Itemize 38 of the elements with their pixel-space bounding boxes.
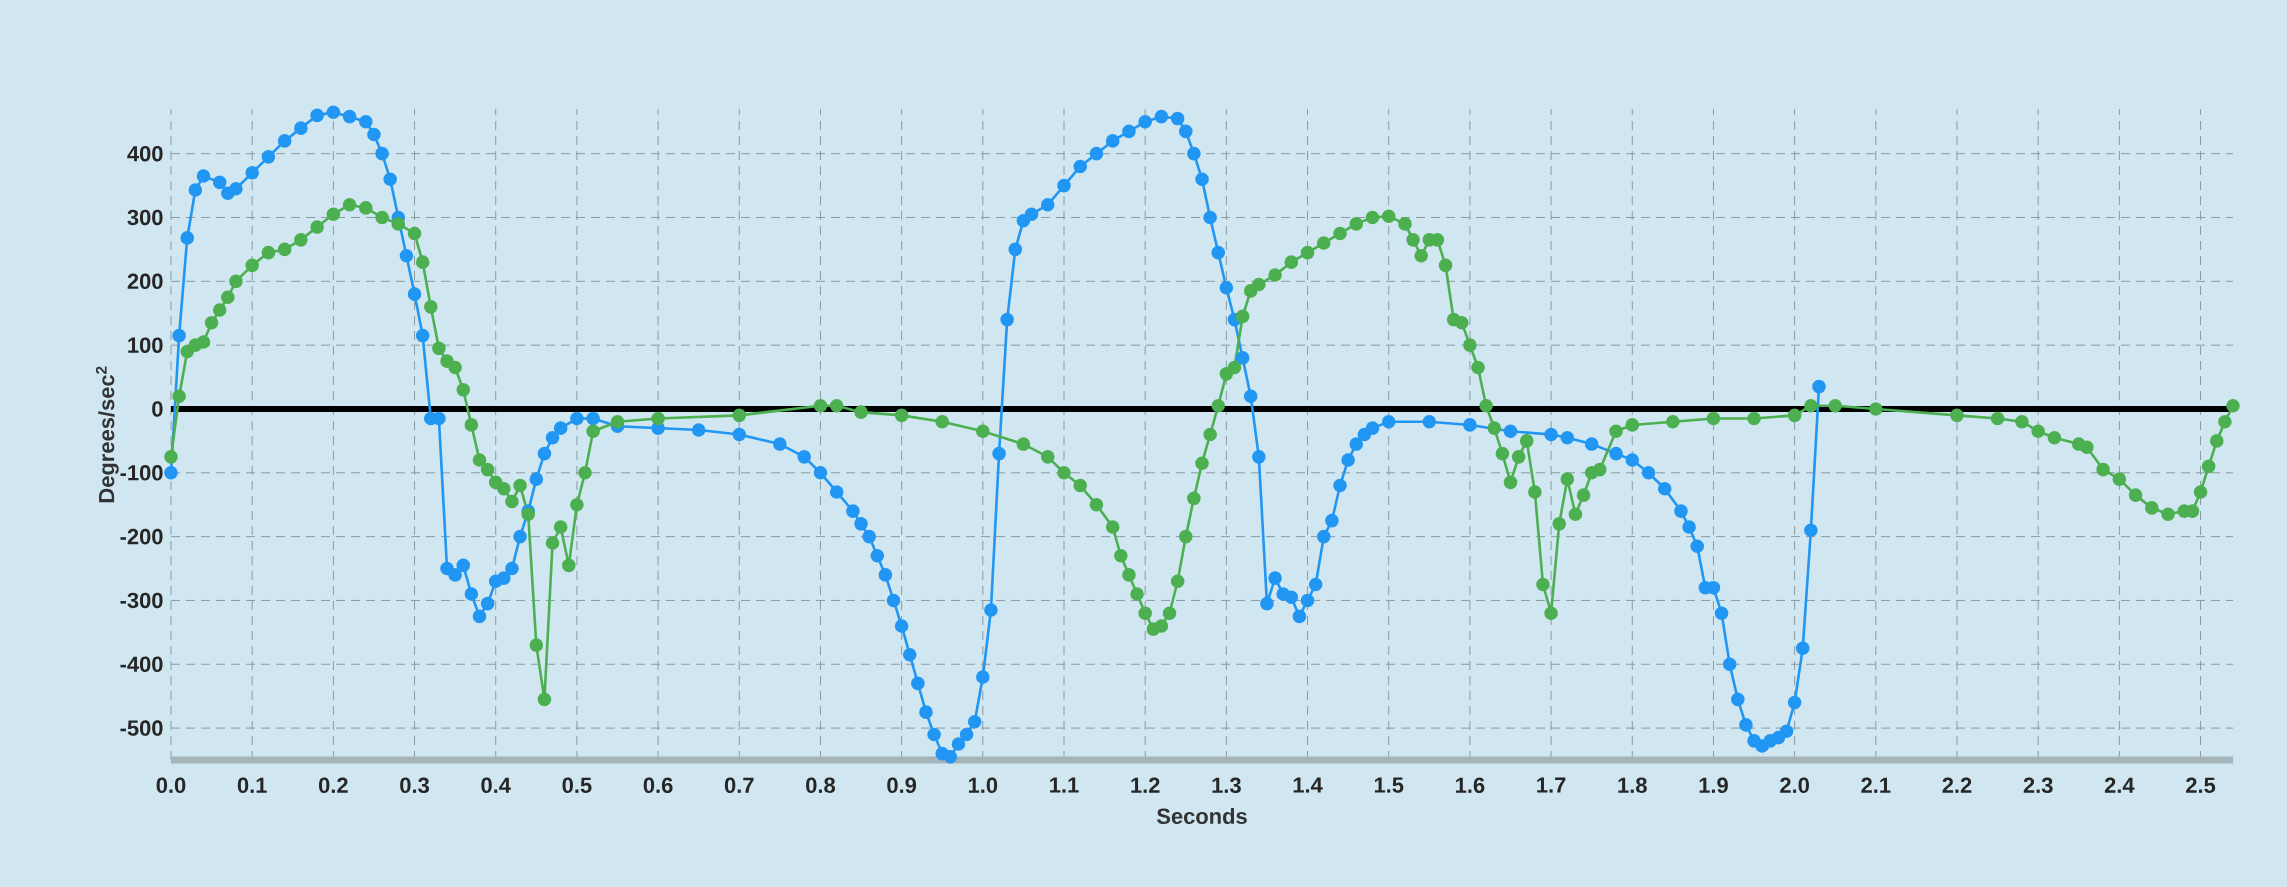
y-tick-label: 200 <box>127 273 163 290</box>
x-tick-label: 1.3 <box>1212 777 1241 794</box>
y-tick-label: 300 <box>127 209 163 226</box>
y-tick-label: -200 <box>120 528 163 545</box>
x-tick-label: 0.1 <box>237 777 267 794</box>
x-tick-label: 1.8 <box>1618 777 1647 794</box>
x-tick-label: 2.0 <box>1780 777 1809 794</box>
x-tick-label: 2.3 <box>2023 777 2053 794</box>
x-tick-label: 1.0 <box>968 777 998 794</box>
x-tick-label: 1.6 <box>1456 777 1485 794</box>
x-tick-label: 0.0 <box>156 777 186 794</box>
y-axis-title: Degrees/sec$^{2}$ <box>95 366 119 503</box>
x-tick-label: 2.2 <box>1942 777 1972 793</box>
x-tick-label: 2.5 <box>2186 777 2216 794</box>
x-tick-label: 1.5 <box>1374 777 1404 793</box>
y-tick-label: -100 <box>120 465 163 481</box>
x-tick-label: 0.8 <box>806 777 836 794</box>
x-tick-label: 0.9 <box>887 777 917 794</box>
x-tick-label: 1.9 <box>1699 777 1728 794</box>
x-tick-label: 0.2 <box>318 777 348 794</box>
y-tick-label: -400 <box>120 656 163 673</box>
x-tick-label: 0.7 <box>724 777 754 794</box>
x-tick-label: 0.4 <box>481 777 511 794</box>
x-tick-label: 0.6 <box>643 777 673 794</box>
y-tick-label: 400 <box>127 145 163 162</box>
x-tick-label: 0.5 <box>562 777 592 794</box>
x-tick-label: 1.1 <box>1050 777 1079 793</box>
x-tick-label: 2.4 <box>2104 777 2135 793</box>
y-tick-label: -500 <box>120 720 163 736</box>
y-tick-label: -300 <box>120 592 163 609</box>
y-tick-label: 100 <box>128 337 163 353</box>
y-tick-label: 0 <box>152 401 163 417</box>
x-tick-label: 1.7 <box>1537 777 1566 793</box>
x-tick-label: 0.3 <box>400 777 429 794</box>
x-tick-label: 1.4 <box>1293 777 1323 793</box>
x-tick-label: 1.2 <box>1131 777 1160 793</box>
x-tick-label: 2.1 <box>1861 777 1891 793</box>
x-axis-title: Seconds <box>1156 807 1247 825</box>
